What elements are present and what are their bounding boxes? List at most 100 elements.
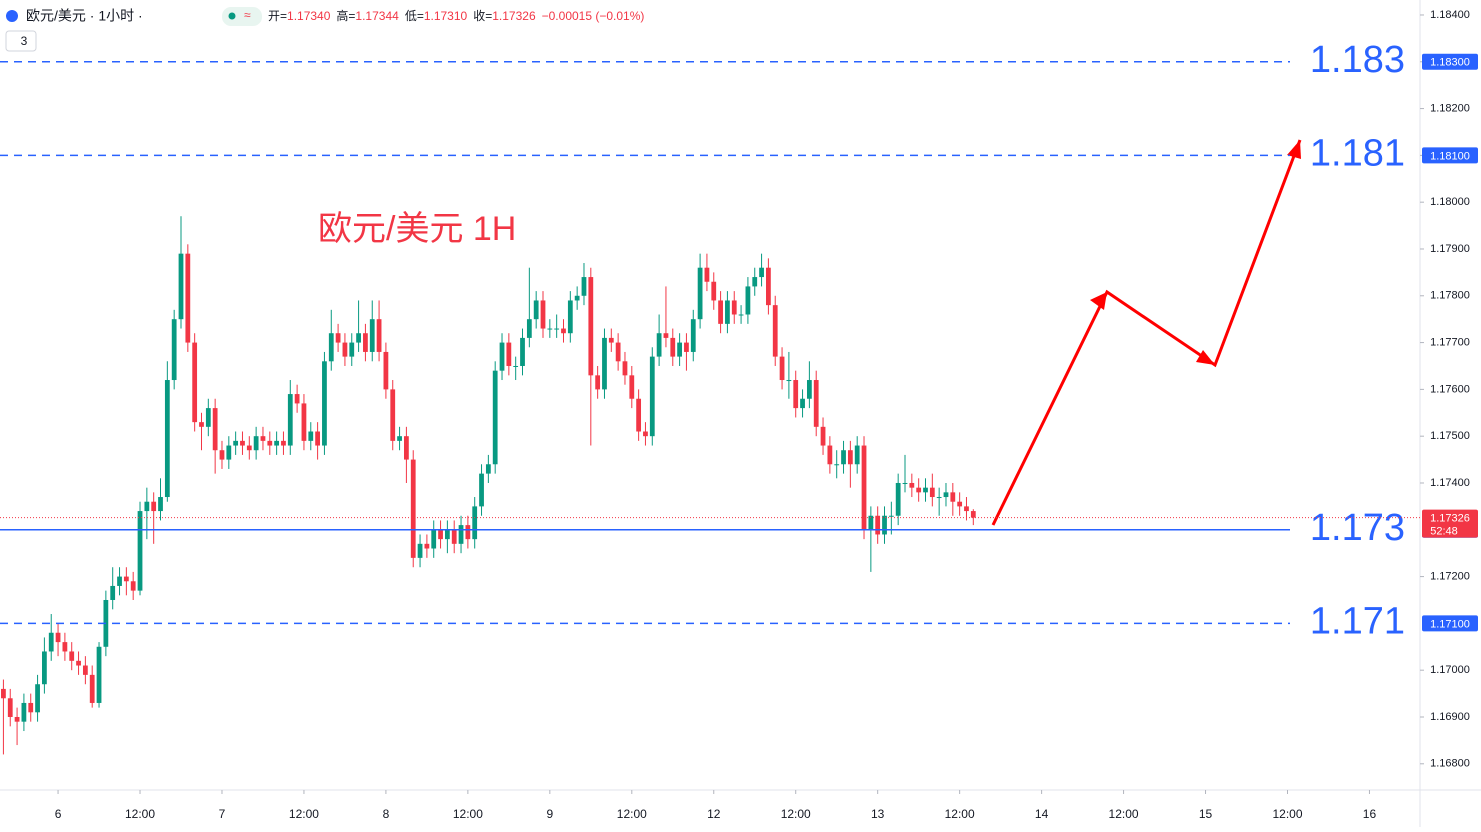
y-tick-label: 1.17400 xyxy=(1430,477,1470,489)
candle-body xyxy=(677,342,682,357)
candle-body xyxy=(636,398,642,432)
y-tick-label: 1.18400 xyxy=(1430,9,1470,21)
candle-body xyxy=(766,267,771,306)
current-price-box xyxy=(1422,509,1478,538)
level-axis-label: 1.18100 xyxy=(1430,150,1470,162)
candle-body xyxy=(759,267,764,278)
plot xyxy=(1,216,976,755)
ohlc-value: 1.17310 xyxy=(424,9,468,23)
candle-body xyxy=(861,445,867,530)
projection-arrow xyxy=(991,139,1302,526)
candle-body xyxy=(431,529,437,549)
candle-body xyxy=(226,445,232,460)
candle-body xyxy=(376,319,382,352)
candle-body xyxy=(485,464,491,474)
x-tick-label: 6 xyxy=(55,807,62,821)
candle-body xyxy=(253,436,259,451)
candle-body xyxy=(192,342,198,423)
y-tick-label: 1.17500 xyxy=(1430,430,1470,442)
candle-body xyxy=(827,445,833,465)
candle-body xyxy=(813,380,819,427)
candle-body xyxy=(42,651,47,685)
candle-body xyxy=(540,300,546,329)
change: −0.00015 (−0.01%) xyxy=(542,9,645,23)
candle-body xyxy=(35,684,40,713)
candle-body xyxy=(547,328,553,330)
ohlc-label: 收= xyxy=(473,9,492,23)
x-tick-label: 13 xyxy=(871,807,885,821)
candle-body xyxy=(854,445,860,465)
symbol: 欧元/美元 · 1小时 · xyxy=(26,8,143,24)
x-tick-label: 16 xyxy=(1363,807,1377,821)
candle-body xyxy=(820,426,826,446)
current-price-label: 1.17326 xyxy=(1430,513,1470,525)
candle-body xyxy=(48,632,54,652)
candle-body xyxy=(158,497,163,512)
candle-body xyxy=(684,342,689,352)
candle-body xyxy=(123,576,129,582)
x-tick-label: 12:00 xyxy=(1109,807,1139,821)
candle-body xyxy=(363,333,368,352)
candle-body xyxy=(506,342,512,366)
level-axis-box xyxy=(1422,147,1478,164)
candle-body xyxy=(342,342,348,357)
level-axis-box xyxy=(1422,53,1478,70)
x-tick-label: 8 xyxy=(383,807,390,821)
candle-body xyxy=(929,487,935,498)
candle-body xyxy=(438,529,443,540)
y-tick-label: 1.17000 xyxy=(1430,664,1470,676)
candle-body xyxy=(294,394,300,404)
indicator-toggle[interactable] xyxy=(5,30,37,52)
candle-body xyxy=(690,319,696,352)
candle-body xyxy=(82,665,88,675)
y-tick-label: 1.16800 xyxy=(1430,758,1470,770)
candle-body xyxy=(472,506,478,540)
y-tick-label: 1.17800 xyxy=(1430,290,1470,302)
candle-body xyxy=(185,253,191,343)
candle-body xyxy=(697,267,703,320)
candle-body xyxy=(533,300,539,320)
candle-body xyxy=(882,515,887,535)
candle-body xyxy=(588,277,594,376)
x-tick-label: 12 xyxy=(707,807,721,821)
candle-body xyxy=(656,333,662,357)
candle-body xyxy=(274,440,280,446)
candle-body xyxy=(21,702,27,722)
x-tick-label: 12:00 xyxy=(125,807,155,821)
candle-body xyxy=(178,253,184,320)
candle-body xyxy=(841,450,846,465)
candle-body xyxy=(301,403,307,441)
candle-body xyxy=(834,464,840,466)
level-label: 1.173 xyxy=(1310,507,1405,549)
x-tick-label: 12:00 xyxy=(781,807,811,821)
annotation: 欧元/美元 1H xyxy=(318,210,516,248)
candle-body xyxy=(479,473,484,507)
candle-body xyxy=(451,529,457,544)
candle-body xyxy=(424,543,430,549)
candle-body xyxy=(916,487,922,493)
candle-body xyxy=(649,356,655,437)
candle-body xyxy=(738,314,744,316)
candle-body xyxy=(164,380,170,498)
candle-body xyxy=(936,497,942,499)
candle-body xyxy=(895,482,901,516)
x-tick-label: 12:00 xyxy=(289,807,319,821)
candle-body xyxy=(806,380,812,399)
candle-body xyxy=(144,501,150,512)
arrow-head xyxy=(1090,292,1107,310)
ohlc-value: 1.17326 xyxy=(492,9,536,23)
y-tick-label: 1.17200 xyxy=(1430,570,1470,582)
candle-body xyxy=(233,440,239,446)
candle-body xyxy=(356,333,361,343)
candle-body xyxy=(772,305,778,357)
level-axis-box xyxy=(1422,615,1478,632)
candle-body xyxy=(718,300,723,324)
candle-body xyxy=(520,337,525,366)
countdown: 52:48 xyxy=(1430,526,1458,538)
candle-body xyxy=(581,277,587,296)
status-pill[interactable] xyxy=(222,7,262,26)
candle-body xyxy=(281,440,286,446)
candle-body xyxy=(670,337,676,357)
